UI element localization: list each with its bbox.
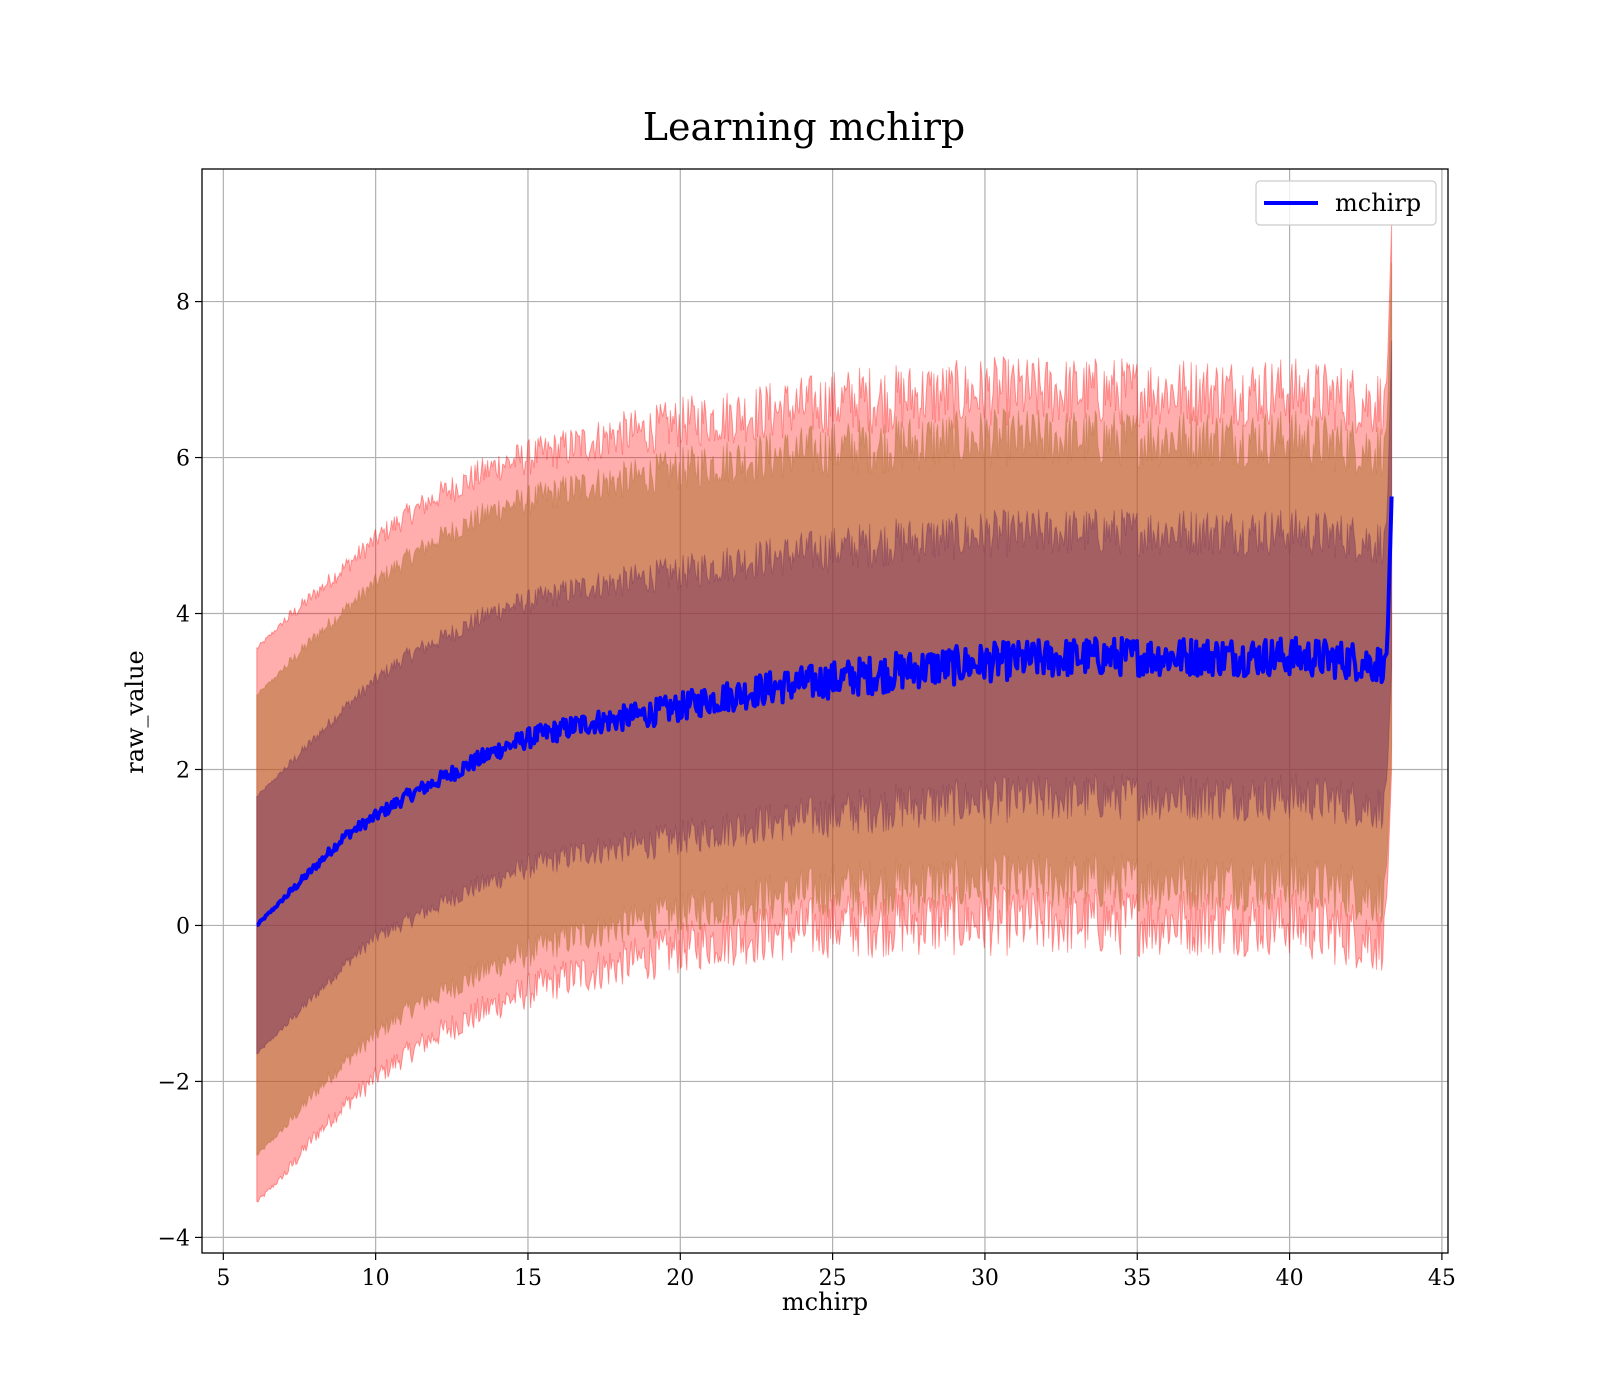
y-tick-label: 2	[176, 758, 190, 783]
x-axis-label: mchirp	[782, 1288, 868, 1316]
y-axis-label: raw_value	[121, 650, 149, 774]
plot-frame	[201, 168, 1449, 1254]
x-tick-label: 30	[971, 1266, 999, 1291]
x-tick-label: 45	[1428, 1266, 1456, 1291]
y-tick-label: −2	[158, 1070, 190, 1095]
y-tick-label: 6	[176, 447, 190, 472]
chart-title: Learning mchirp	[643, 105, 965, 149]
y-tick-label: 4	[176, 603, 190, 628]
x-tick-label: 25	[819, 1266, 847, 1291]
line-layer	[256, 496, 1394, 927]
y-tick-label: 0	[176, 914, 190, 939]
legend-box	[1255, 180, 1437, 226]
x-tick-label: 5	[216, 1266, 230, 1291]
band-layer	[256, 223, 1393, 1203]
x-tick-label: 20	[666, 1266, 694, 1291]
legend-label: mchirp	[1335, 189, 1421, 217]
tick-layer: 5 10 15 20 25 30 35 40 45 −4 −2 0 2 4 6 8	[158, 291, 1456, 1291]
confidence-band-2	[256, 262, 1393, 1156]
legend: mchirp	[1255, 180, 1437, 226]
y-tick-label: −4	[158, 1226, 190, 1251]
x-tick-label: 15	[514, 1266, 542, 1291]
x-tick-label: 40	[1276, 1266, 1304, 1291]
x-tick-label: 35	[1123, 1266, 1151, 1291]
y-tick-label: 8	[176, 291, 190, 316]
x-tick-label: 10	[362, 1266, 390, 1291]
series-line-mchirp	[256, 496, 1394, 927]
